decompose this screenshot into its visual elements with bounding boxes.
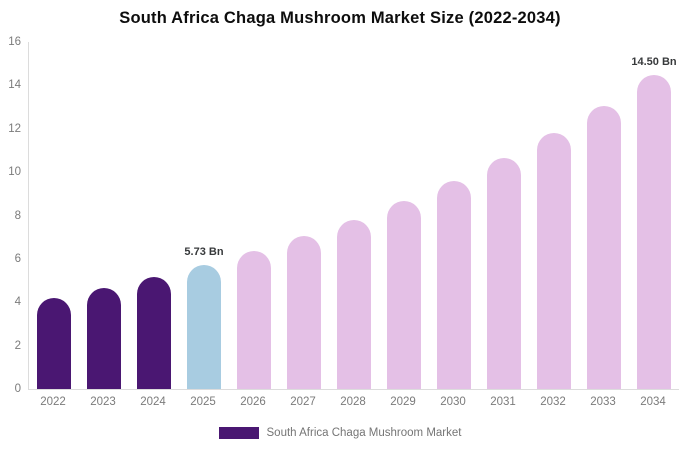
x-axis-labels: 2022 2023 2024 2025 2026 2027 2028 2029 2030 2031… xyxy=(28,396,678,408)
bar-2025[interactable] xyxy=(187,264,221,389)
x-tick-label: 2024 xyxy=(140,396,166,408)
bar-2028[interactable] xyxy=(337,219,371,389)
x-tick-label: 2023 xyxy=(90,396,116,408)
y-tick-label: 4 xyxy=(14,296,21,309)
x-tick-label: 2026 xyxy=(240,396,266,408)
legend-item[interactable]: South Africa Chaga Mushroom Market xyxy=(0,427,680,439)
bar-2034[interactable] xyxy=(637,74,671,389)
bar-2024[interactable] xyxy=(137,276,171,389)
legend-label: South Africa Chaga Mushroom Market xyxy=(266,427,462,439)
bar-2032[interactable] xyxy=(537,133,571,389)
x-tick-label: 2027 xyxy=(290,396,316,408)
x-tick-label: 2031 xyxy=(490,396,516,408)
x-tick-label: 2030 xyxy=(440,396,466,408)
y-tick-label: 14 xyxy=(8,79,21,92)
x-tick-label: 2028 xyxy=(340,396,366,408)
legend-swatch-icon xyxy=(218,427,259,439)
bar-2033[interactable] xyxy=(587,105,621,389)
bar-value-label: 14.50 Bn xyxy=(631,55,677,68)
bar-2029[interactable] xyxy=(387,201,421,389)
plot-area: 5.73 Bn 14.50 Bn xyxy=(28,42,679,390)
bar-2031[interactable] xyxy=(487,158,521,389)
x-tick-label: 2032 xyxy=(540,396,566,408)
y-tick-label: 6 xyxy=(14,252,21,265)
y-tick-label: 16 xyxy=(8,36,21,48)
bar-2023[interactable] xyxy=(87,288,121,389)
x-tick-label: 2034 xyxy=(640,396,666,408)
bar-2022[interactable] xyxy=(37,297,71,389)
y-tick-label: 2 xyxy=(14,339,21,352)
x-tick-label: 2022 xyxy=(40,396,66,408)
y-tick-label: 10 xyxy=(8,166,21,179)
x-tick-label: 2033 xyxy=(590,396,616,408)
bar-2027[interactable] xyxy=(287,236,321,389)
x-tick-label: 2025 xyxy=(190,396,216,408)
bar-value-label: 5.73 Bn xyxy=(184,245,224,258)
y-tick-label: 8 xyxy=(14,209,21,222)
chart-title: South Africa Chaga Mushroom Market Size … xyxy=(119,9,561,27)
bar-2026[interactable] xyxy=(237,251,271,389)
y-tick-label: 0 xyxy=(14,383,21,395)
bar-2030[interactable] xyxy=(437,180,471,389)
y-tick-label: 12 xyxy=(8,122,21,135)
x-tick-label: 2029 xyxy=(390,396,416,408)
